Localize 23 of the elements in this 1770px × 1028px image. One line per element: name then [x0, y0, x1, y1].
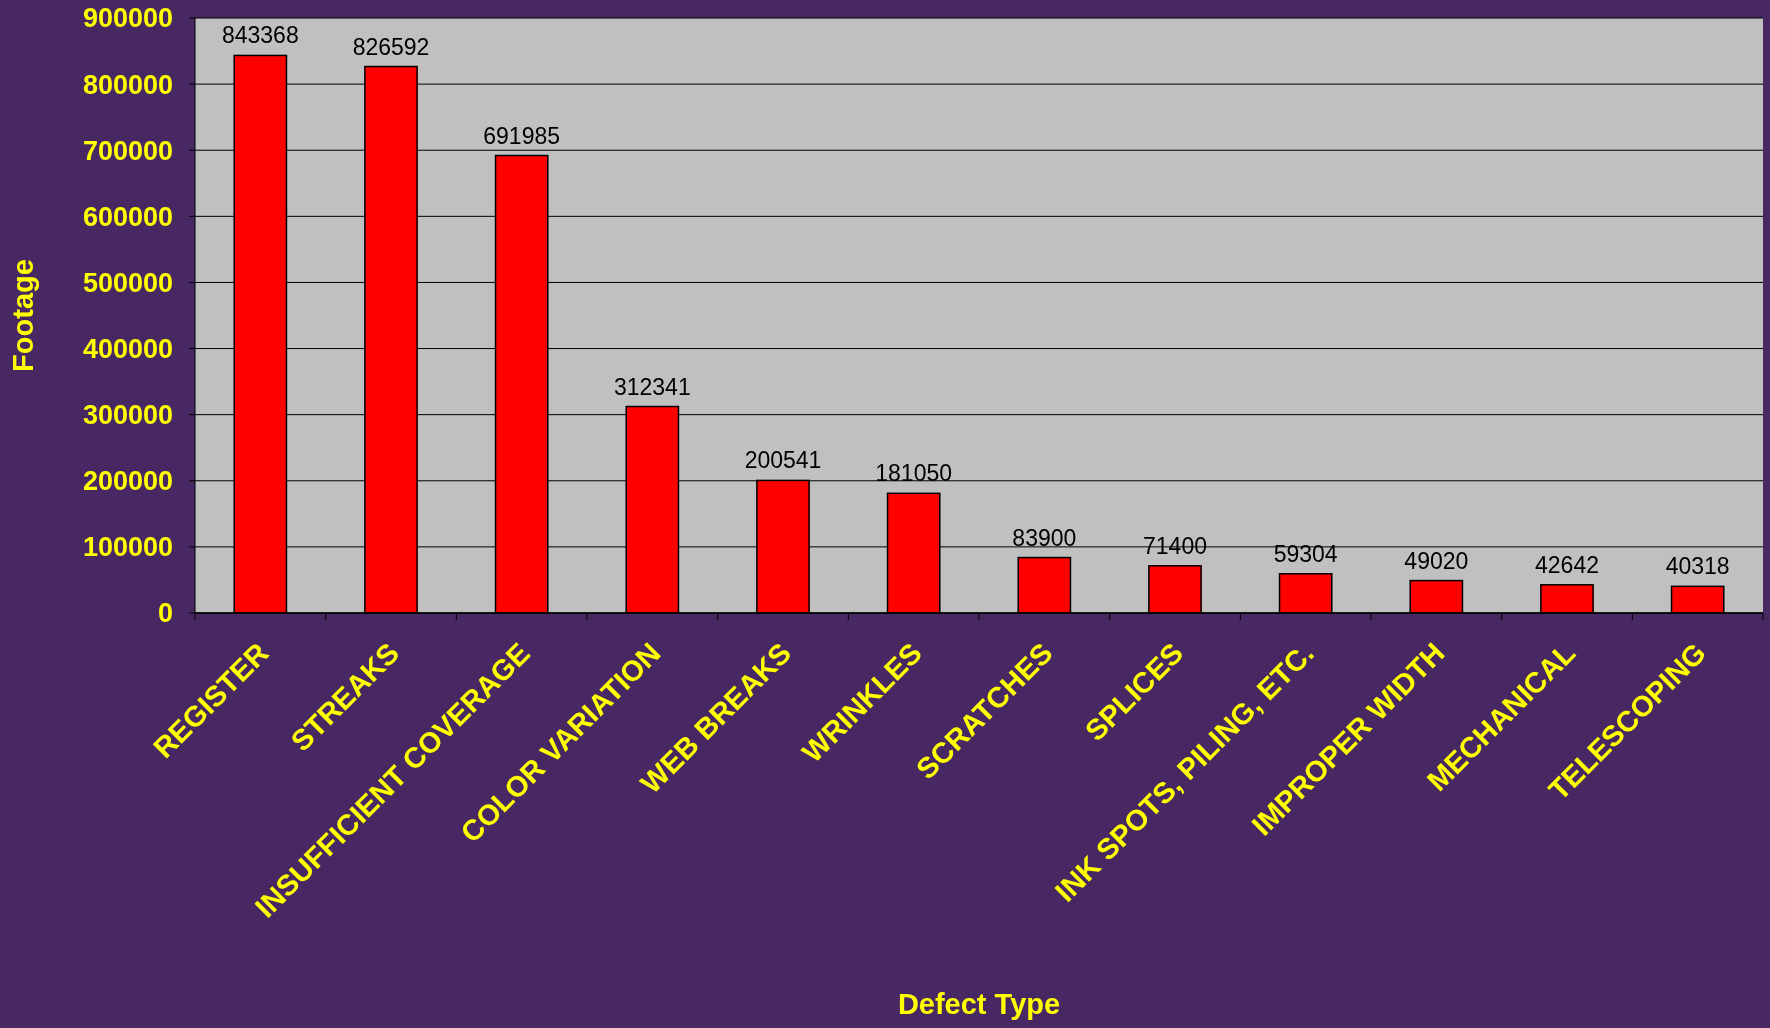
y-tick-label: 400000 [82, 334, 173, 365]
y-tick-label: 100000 [82, 532, 173, 563]
x-axis-title: Defect Type [897, 988, 1061, 1020]
y-tick-label: 600000 [82, 201, 173, 232]
y-tick-label: 800000 [82, 69, 173, 100]
data-label: 312341 [613, 373, 691, 400]
data-label: 83900 [1012, 524, 1077, 551]
y-axis-title: Footage [7, 259, 39, 372]
y-tick-label: 500000 [82, 267, 173, 298]
data-label: 40318 [1665, 553, 1730, 580]
y-tick-label: 900000 [82, 3, 173, 34]
data-label: 826592 [352, 33, 430, 60]
data-label: 843368 [221, 22, 299, 49]
data-label: 200541 [744, 447, 822, 474]
data-label: 59304 [1273, 540, 1338, 567]
y-tick-label: 200000 [82, 466, 173, 497]
data-label: 691985 [483, 122, 561, 149]
data-label: 181050 [875, 460, 953, 487]
data-label: 42642 [1535, 551, 1599, 578]
y-tick-label: 0 [157, 598, 173, 629]
data-label: 49020 [1404, 547, 1469, 574]
y-tick-label: 700000 [82, 135, 173, 166]
y-tick-label: 300000 [82, 400, 173, 431]
